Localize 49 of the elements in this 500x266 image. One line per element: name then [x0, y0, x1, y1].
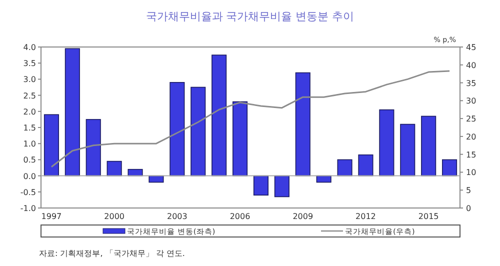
bar: [421, 116, 436, 176]
bar: [86, 119, 101, 176]
y2-tick-label: 15: [466, 150, 476, 160]
x-tick-label: 2012: [356, 212, 376, 221]
bar: [379, 109, 394, 176]
y2-tick-label: 5: [466, 186, 472, 196]
y-tick-label: 2.0: [23, 107, 36, 116]
bar: [295, 72, 310, 176]
bar: [400, 124, 416, 176]
y-tick-label: 3.0: [23, 75, 36, 84]
x-tick-label: 2000: [104, 212, 125, 221]
bar: [337, 159, 352, 176]
x-tick-label: 2015: [418, 212, 439, 221]
bar: [170, 82, 185, 176]
y2-tick-label: 20: [466, 132, 476, 142]
x-tick-label: 2003: [166, 212, 188, 221]
bar: [253, 175, 268, 196]
y-tick-label: -1.0: [20, 204, 36, 213]
bar: [358, 154, 374, 176]
x-tick-label: 2006: [230, 212, 250, 221]
bar: [442, 159, 458, 176]
bar: [64, 48, 80, 176]
bar: [190, 86, 206, 176]
bar: [232, 101, 248, 176]
text: 자료: 기획재정부, 「국가채무」 각 연도.: [39, 249, 185, 258]
bar: [212, 54, 227, 176]
y2-tick-label: 35: [466, 78, 476, 88]
y2-tick-label: 40: [466, 60, 476, 70]
chart-title: 국가채무비율과 국가채무비율 변동분 추이: [146, 10, 354, 23]
y-tick-label: -0.5: [20, 188, 36, 197]
y-tick-label: 1.0: [23, 140, 36, 149]
y2-tick-label: 25: [466, 114, 476, 124]
y-tick-label: 4.0: [23, 43, 36, 52]
x-tick-label: 2009: [292, 212, 314, 221]
line-series: [50, 70, 450, 168]
y2-tick-label: 0: [466, 204, 472, 213]
y-tick-label: 1.5: [23, 124, 36, 132]
y-tick-label: 2.5: [23, 91, 36, 100]
bar: [106, 160, 122, 176]
bar: [44, 114, 59, 176]
x-tick-label: 1997: [41, 212, 62, 221]
y-tick-label: 0.0: [23, 172, 36, 181]
y2-tick-label: 30: [466, 96, 476, 106]
y2-tick-label: 45: [466, 43, 476, 52]
y-tick-label: 0.5: [23, 156, 36, 165]
bar: [274, 175, 290, 198]
y2-tick-label: 10: [466, 168, 476, 178]
bar: [128, 168, 143, 176]
y-tick-label: 3.5: [23, 59, 36, 68]
